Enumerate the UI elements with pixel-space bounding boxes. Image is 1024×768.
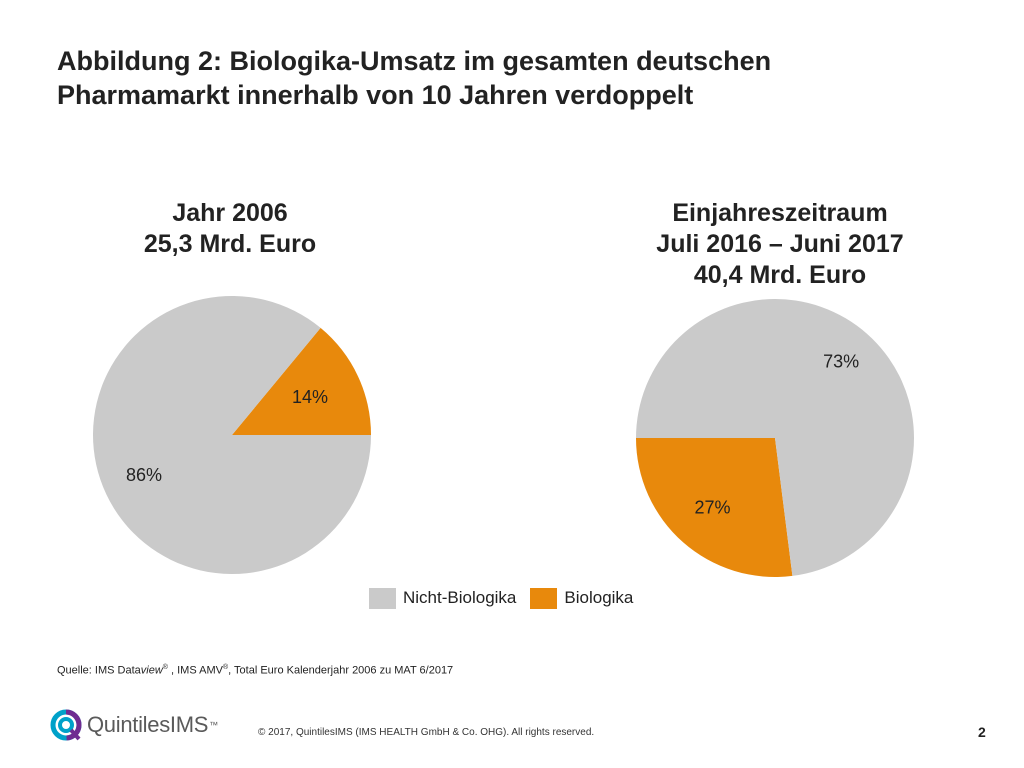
- pie-slice-biologika: [232, 327, 371, 435]
- chart-2016-2017-heading-line-3: 40,4 Mrd. Euro: [693, 261, 867, 289]
- legend-item-biologika: Biologika: [530, 587, 634, 609]
- legend-label-nicht-biologika: Nicht-Biologika: [403, 588, 517, 607]
- legend-swatch-biologika: [530, 587, 558, 609]
- logo-trademark: ™: [209, 720, 219, 730]
- page-number: 2: [978, 724, 986, 740]
- pie-label-nicht-biologika: 86%: [126, 465, 162, 485]
- legend-swatch-nicht-biologika: [369, 587, 396, 609]
- chart-legend: Nicht-Biologika Biologika: [369, 586, 647, 610]
- source-note: Quelle: IMS Dataview® , IMS AMV®, Total …: [57, 664, 453, 677]
- source-middle: , IMS AMV: [167, 664, 223, 677]
- chart-2016-2017-heading: Einjahreszeitraum Juli 2016 – Juni 2017 …: [620, 198, 940, 291]
- chart-2016-2017-heading-line-1: Einjahreszeitraum: [672, 199, 888, 227]
- source-italic: view: [140, 664, 163, 677]
- quintilesims-logo-icon: [50, 709, 82, 741]
- legend-label-biologika: Biologika: [564, 588, 634, 607]
- quintilesims-logo: QuintilesIMS ™: [49, 708, 218, 742]
- source-suffix: , Total Euro Kalenderjahr 2006 zu MAT 6/…: [228, 664, 454, 677]
- pie-label-biologika: 27%: [694, 498, 730, 518]
- pie-slice-nicht-biologika: [636, 298, 914, 576]
- pie-chart-2006: 14% 86%: [93, 296, 371, 574]
- title-line-2: Pharmamarkt innerhalb von 10 Jahren verd…: [57, 80, 694, 110]
- chart-2006-heading-line-2: 25,3 Mrd. Euro: [143, 230, 317, 258]
- pie-slice-biologika: [636, 438, 793, 577]
- pie-chart-2016-2017: 27% 73%: [636, 298, 914, 577]
- pie-label-nicht-biologika: 73%: [823, 352, 859, 372]
- source-reg-mark-1: ®: [162, 664, 168, 671]
- copyright-notice: © 2017, QuintilesIMS (IMS HEALTH GmbH & …: [258, 727, 595, 738]
- legend-item-nicht-biologika: Nicht-Biologika: [369, 587, 517, 609]
- slide-title: Abbildung 2: Biologika-Umsatz im gesamte…: [57, 44, 957, 112]
- chart-2006-heading: Jahr 2006 25,3 Mrd. Euro: [80, 198, 380, 260]
- pie-label-biologika: 14%: [292, 387, 328, 407]
- pie-slice-nicht-biologika: [93, 296, 371, 574]
- source-prefix: Quelle: IMS Data: [57, 664, 141, 677]
- source-reg-mark-2: ®: [222, 664, 229, 671]
- title-line-1: Abbildung 2: Biologika-Umsatz im gesamte…: [57, 46, 772, 76]
- chart-2006-heading-line-1: Jahr 2006: [172, 199, 288, 227]
- logo-wordmark: QuintilesIMS: [87, 712, 209, 737]
- chart-2016-2017-heading-line-2: Juli 2016 – Juni 2017: [656, 230, 904, 258]
